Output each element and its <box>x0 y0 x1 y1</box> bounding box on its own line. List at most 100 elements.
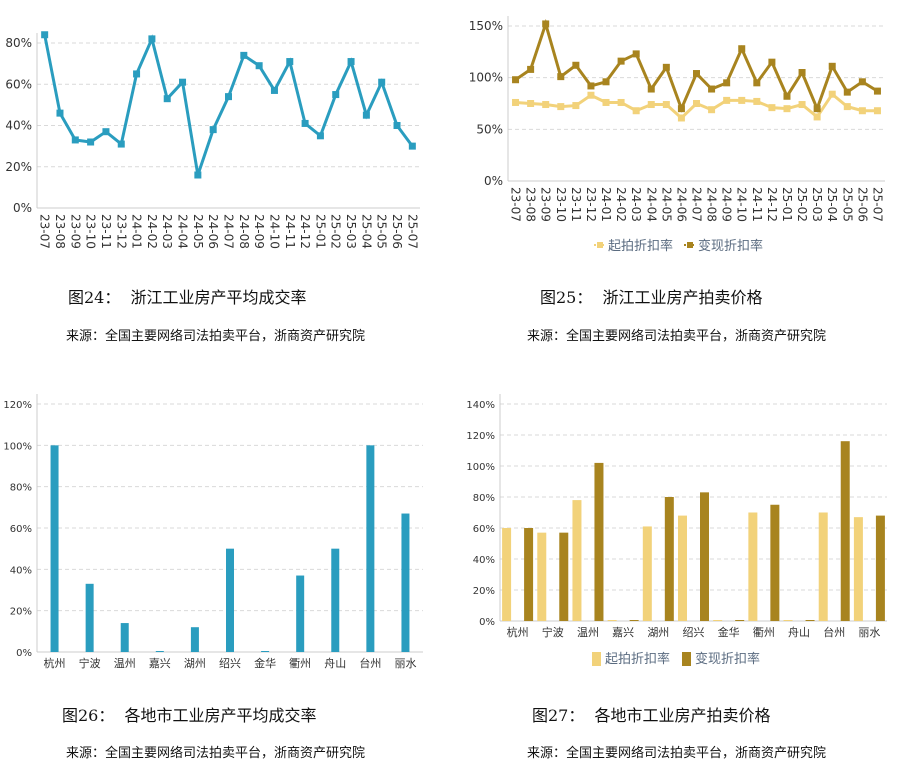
series-line <box>514 18 879 113</box>
y-tick-label: 0% <box>16 648 32 659</box>
bar <box>502 528 512 621</box>
data-point <box>542 101 550 109</box>
data-point <box>647 101 655 109</box>
data-point <box>163 95 171 103</box>
x-tick-label: 24-06 <box>674 187 688 222</box>
source-fig26: 来源：全国主要网络司法拍卖平台，浙商资产研究院 <box>66 746 366 761</box>
x-tick-label: 24-10 <box>735 187 749 222</box>
bar <box>875 515 885 621</box>
legend-label: 变现折扣率 <box>698 238 763 254</box>
data-point <box>783 92 791 100</box>
y-tick-label: 50% <box>476 122 503 136</box>
bar <box>524 528 534 621</box>
bar <box>594 462 604 621</box>
y-tick-label: 40% <box>473 555 495 566</box>
x-tick-label: 23-09 <box>539 187 553 222</box>
data-point <box>708 106 716 114</box>
data-point <box>393 122 401 129</box>
data-point <box>798 101 806 109</box>
x-tick-label: 24-03 <box>629 187 643 222</box>
y-tick-label: 100% <box>466 462 495 473</box>
x-tick-label: 23-09 <box>68 214 82 249</box>
data-point <box>647 85 655 93</box>
bar <box>120 623 129 652</box>
bar <box>700 492 709 621</box>
bar <box>678 515 687 621</box>
data-point <box>87 138 95 146</box>
data-point <box>527 100 535 107</box>
y-tick-label: 80% <box>10 483 32 494</box>
bar <box>642 526 652 621</box>
x-tick-label: 25-07 <box>870 187 884 222</box>
x-tick-label: 湖州 <box>647 626 669 639</box>
data-point <box>723 79 731 87</box>
x-tick-label: 23-12 <box>584 187 598 222</box>
data-point <box>255 62 263 70</box>
data-point <box>873 107 881 115</box>
data-point <box>117 140 125 148</box>
x-tick-label: 25-07 <box>405 214 419 249</box>
data-point <box>828 90 836 98</box>
x-tick-label: 金华 <box>254 656 276 670</box>
x-tick-label: 25-01 <box>313 214 327 249</box>
y-tick-label: 120% <box>3 400 32 411</box>
legend-marker <box>682 652 691 666</box>
y-tick-label: 80% <box>5 36 32 50</box>
x-tick-label: 25-06 <box>390 214 404 249</box>
data-point <box>347 58 355 66</box>
x-tick-label: 衢州 <box>289 657 311 670</box>
x-tick-label: 23-10 <box>554 187 568 222</box>
x-tick-label: 24-08 <box>705 187 719 222</box>
data-point <box>587 82 595 90</box>
data-point <box>270 86 278 94</box>
y-tick-label: 120% <box>466 431 495 442</box>
y-tick-label: 0% <box>479 617 495 628</box>
x-tick-label: 25-03 <box>810 187 824 222</box>
bar <box>85 583 94 652</box>
source-fig27: 来源：全国主要网络司法拍卖平台，浙商资产研究院 <box>527 746 827 761</box>
data-point <box>677 105 685 113</box>
data-point <box>542 20 550 28</box>
y-tick-label: 0% <box>13 201 32 215</box>
x-tick-label: 嘉兴 <box>612 625 634 639</box>
source-fig25: 来源：全国主要网络司法拍卖平台，浙商资产研究院 <box>527 329 827 344</box>
data-point <box>102 128 110 136</box>
caption-fig25: 图25： 浙江工业房产拍卖价格 <box>540 288 763 307</box>
data-point <box>572 61 580 69</box>
x-tick-label: 24-12 <box>765 187 779 222</box>
x-tick-label: 23-11 <box>99 214 113 249</box>
x-tick-label: 23-07 <box>38 214 52 249</box>
data-point <box>301 119 309 127</box>
data-point <box>617 57 625 65</box>
bar <box>748 512 758 621</box>
y-tick-label: 40% <box>10 565 32 576</box>
x-tick-label: 24-03 <box>160 214 174 249</box>
x-tick-label: 25-05 <box>840 187 854 222</box>
x-tick-label: 24-09 <box>720 187 734 222</box>
legend-marker <box>687 242 693 248</box>
data-point <box>723 96 731 104</box>
bar <box>296 575 305 652</box>
series-line <box>43 34 414 176</box>
data-point <box>768 58 776 66</box>
x-tick-label: 23-08 <box>53 214 67 249</box>
bar <box>735 620 745 621</box>
data-point <box>408 142 416 150</box>
bar <box>607 620 617 621</box>
x-tick-label: 温州 <box>114 657 136 670</box>
x-tick-label: 24-07 <box>222 214 236 249</box>
data-point <box>286 58 294 66</box>
x-tick-label: 25-02 <box>329 214 343 249</box>
data-point <box>617 98 625 106</box>
legend-label: 起拍折扣率 <box>605 651 670 667</box>
data-point <box>798 69 806 76</box>
data-point <box>378 78 386 86</box>
data-point <box>512 76 520 84</box>
bar <box>190 627 199 652</box>
y-tick-label: 140% <box>466 400 495 411</box>
data-point <box>225 93 232 101</box>
x-tick-label: 丽水 <box>858 626 880 639</box>
x-tick-label: 25-03 <box>344 214 358 249</box>
bar <box>629 620 639 621</box>
legend-marker <box>597 242 603 248</box>
